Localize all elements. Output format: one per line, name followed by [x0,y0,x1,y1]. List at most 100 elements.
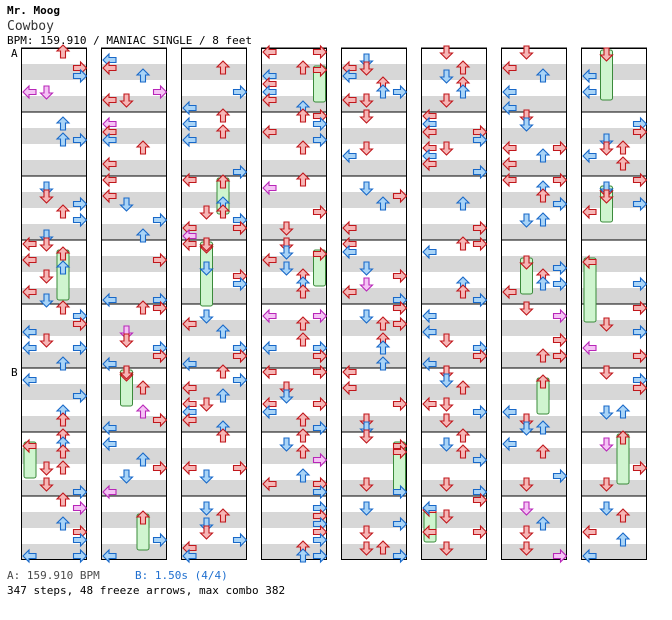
step-arrow-up [535,212,551,227]
beat-band [261,480,327,496]
step-arrow-down [279,245,294,260]
step-arrow-up [55,132,71,147]
beat-band [341,128,407,144]
step-arrow-up [215,324,231,339]
step-arrow-right [392,188,408,204]
beat-band [501,192,567,208]
step-arrow-up [55,460,71,475]
step-arrow-up [55,444,71,459]
artist-name: Mr. Moog [7,4,60,17]
step-arrow-right [312,420,328,436]
step-arrow-up [455,196,471,211]
step-arrow-down [359,525,374,540]
beat-band [341,160,407,176]
step-arrow-up [215,174,231,189]
step-arrow-right [312,246,328,262]
chart-column-7 [501,47,567,560]
step-arrow-down [599,317,614,332]
column-border [501,48,567,560]
beat-band [181,352,247,368]
step-arrow-down [359,61,374,76]
beat-band [581,448,647,464]
step-arrow-left [342,244,357,260]
beat-band [21,256,87,272]
step-arrow-down [599,189,614,204]
step-summary: 347 steps, 48 freeze arrows, max combo 3… [7,584,286,597]
column-border [101,48,167,560]
beat-band [101,512,167,528]
step-arrow-left [342,220,357,236]
column-border [261,48,327,560]
beat-band [101,448,167,464]
beat-band [581,512,647,528]
step-arrow-down [359,477,374,492]
step-arrow-down [119,197,134,212]
step-arrow-up [295,332,311,347]
step-arrow-up [295,140,311,155]
step-arrow-down [199,205,214,220]
step-arrow-right [312,348,328,364]
column-border [581,48,647,560]
step-arrow-up [375,316,391,331]
step-arrow-up [295,108,311,123]
beat-band [181,544,247,560]
step-arrow-up [55,44,71,59]
step-arrow-right [232,372,248,388]
beat-band [101,192,167,208]
step-arrow-up [215,108,231,123]
step-arrow-left [102,356,117,372]
step-arrow-right [552,348,568,364]
step-arrow-up [135,404,151,419]
step-arrow-left [422,524,437,540]
step-arrow-up [55,412,71,427]
step-arrow-right [312,62,328,78]
chart-column-1 [21,47,87,560]
step-arrow-down [439,477,454,492]
beat-band [421,224,487,240]
step-arrow-up [535,444,551,459]
step-arrow-left [502,140,517,156]
step-arrow-left [102,156,117,172]
step-arrow-right [72,484,88,500]
beat-band [421,512,487,528]
step-arrow-down [439,541,454,556]
beat-band [21,288,87,304]
step-arrow-down [359,541,374,556]
step-arrow-right [152,300,168,316]
step-arrow-left [102,436,117,452]
step-arrow-right [552,172,568,188]
step-arrow-right [152,532,168,548]
beat-band [261,416,327,432]
step-arrow-right [152,252,168,268]
step-arrow-down [439,397,454,412]
beat-band [261,128,327,144]
step-arrow-down [39,189,54,204]
step-arrow-right [632,460,648,476]
beat-band [21,480,87,496]
step-arrow-left [422,356,437,372]
beat-band [421,384,487,400]
beat-band [181,512,247,528]
step-arrow-left [102,484,117,500]
step-arrow-left [342,148,357,164]
beat-band [181,160,247,176]
step-arrow-left [422,396,437,412]
beat-band [341,64,407,80]
step-arrow-left [502,436,517,452]
step-arrow-left [182,548,197,564]
beat-band [181,320,247,336]
step-arrow-up [55,516,71,531]
beat-band [261,64,327,80]
beat-band [501,352,567,368]
beat-band [181,448,247,464]
step-arrow-up [135,510,151,525]
step-arrow-down [359,261,374,276]
step-arrow-right [632,380,648,396]
step-arrow-right [552,308,568,324]
beat-band [341,320,407,336]
step-arrow-right [152,84,168,100]
beat-band [181,192,247,208]
step-arrow-down [359,309,374,324]
step-arrow-down [39,237,54,252]
step-arrow-right [472,292,488,308]
